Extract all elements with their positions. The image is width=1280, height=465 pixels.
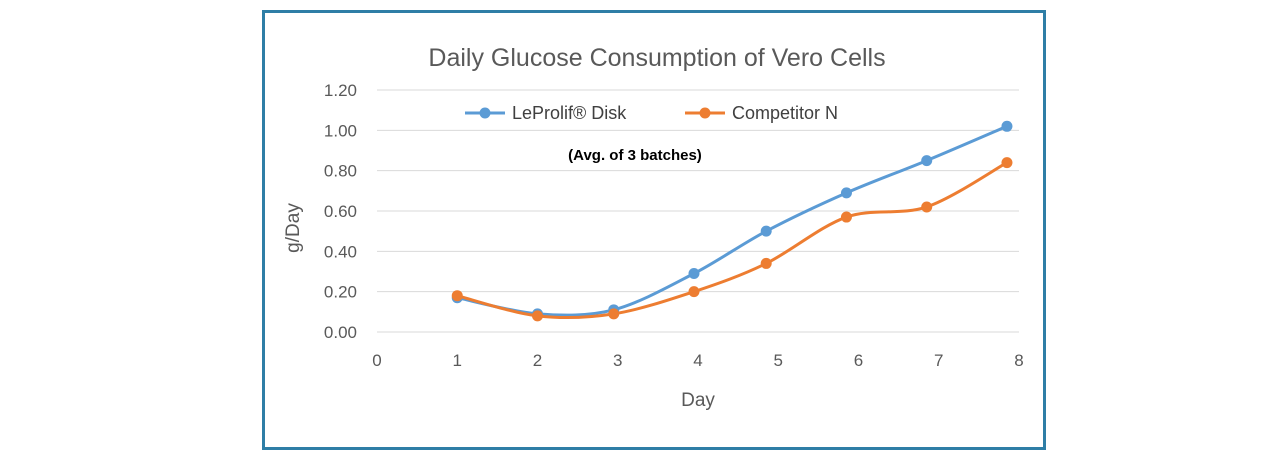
- legend-label-leprolif: LeProlif® Disk: [512, 103, 627, 123]
- x-tick-label: 5: [774, 351, 783, 370]
- legend-marker-competitor: [699, 107, 711, 119]
- chart-note: (Avg. of 3 batches): [568, 147, 702, 164]
- data-point-competitor: [688, 286, 700, 298]
- y-tick-label: 0.20: [324, 283, 357, 302]
- x-axis-label: Day: [681, 390, 715, 411]
- chart-title: Daily Glucose Consumption of Vero Cells: [428, 44, 885, 72]
- series-line-leprolif: [456, 124, 1008, 317]
- x-tick-label: 7: [934, 351, 943, 370]
- data-point-leprolif: [760, 225, 772, 237]
- data-point-competitor: [608, 308, 620, 320]
- data-point-leprolif: [840, 187, 852, 199]
- x-tick-label: 3: [613, 351, 622, 370]
- x-tick-label: 8: [1014, 351, 1023, 370]
- y-tick-label: 1.00: [324, 121, 357, 140]
- x-tick-label: 0: [372, 351, 381, 370]
- chart-frame: Daily Glucose Consumption of Vero Cells …: [262, 10, 1046, 450]
- x-tick-label: 6: [854, 351, 863, 370]
- x-tick-label: 1: [453, 351, 462, 370]
- line-chart: Daily Glucose Consumption of Vero Cells …: [283, 44, 1024, 411]
- data-point-competitor: [760, 257, 772, 269]
- x-tick-label: 4: [693, 351, 702, 370]
- y-tick-label: 1.20: [324, 81, 357, 100]
- data-point-leprolif: [1001, 120, 1013, 132]
- data-point-leprolif: [688, 268, 700, 280]
- legend-label-competitor: Competitor N: [732, 103, 838, 123]
- series-line-competitor: [456, 161, 1008, 319]
- data-point-competitor: [532, 310, 543, 322]
- data-point-competitor: [921, 201, 933, 213]
- y-tick-label: 0.60: [324, 202, 357, 221]
- x-tick-label: 2: [533, 351, 542, 370]
- legend-marker-leprolif: [479, 107, 491, 119]
- data-point-leprolif: [921, 155, 933, 167]
- data-point-competitor: [840, 211, 852, 223]
- y-tick-label: 0.00: [324, 323, 357, 342]
- data-point-competitor: [1001, 157, 1013, 169]
- y-tick-label: 0.80: [324, 162, 357, 181]
- y-axis-label: g/Day: [283, 203, 304, 253]
- y-tick-label: 0.40: [324, 242, 357, 261]
- data-point-competitor: [451, 290, 463, 302]
